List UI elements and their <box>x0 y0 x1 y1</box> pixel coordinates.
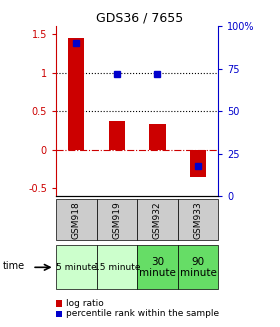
Text: 90
minute: 90 minute <box>180 256 216 278</box>
Text: GSM932: GSM932 <box>153 201 162 239</box>
Bar <box>109 121 125 150</box>
Text: time: time <box>3 261 25 271</box>
Text: percentile rank within the sample: percentile rank within the sample <box>66 309 219 318</box>
Text: 30
minute: 30 minute <box>139 256 176 278</box>
Text: GSM919: GSM919 <box>112 201 122 239</box>
Text: GSM933: GSM933 <box>193 201 203 239</box>
Text: 5 minute: 5 minute <box>56 263 97 272</box>
Text: GSM918: GSM918 <box>72 201 81 239</box>
Text: log ratio: log ratio <box>66 299 104 308</box>
Bar <box>150 124 166 150</box>
Text: GDS36 / 7655: GDS36 / 7655 <box>96 11 184 25</box>
Bar <box>68 38 84 150</box>
Text: 15 minute: 15 minute <box>94 263 140 272</box>
Bar <box>190 150 206 177</box>
